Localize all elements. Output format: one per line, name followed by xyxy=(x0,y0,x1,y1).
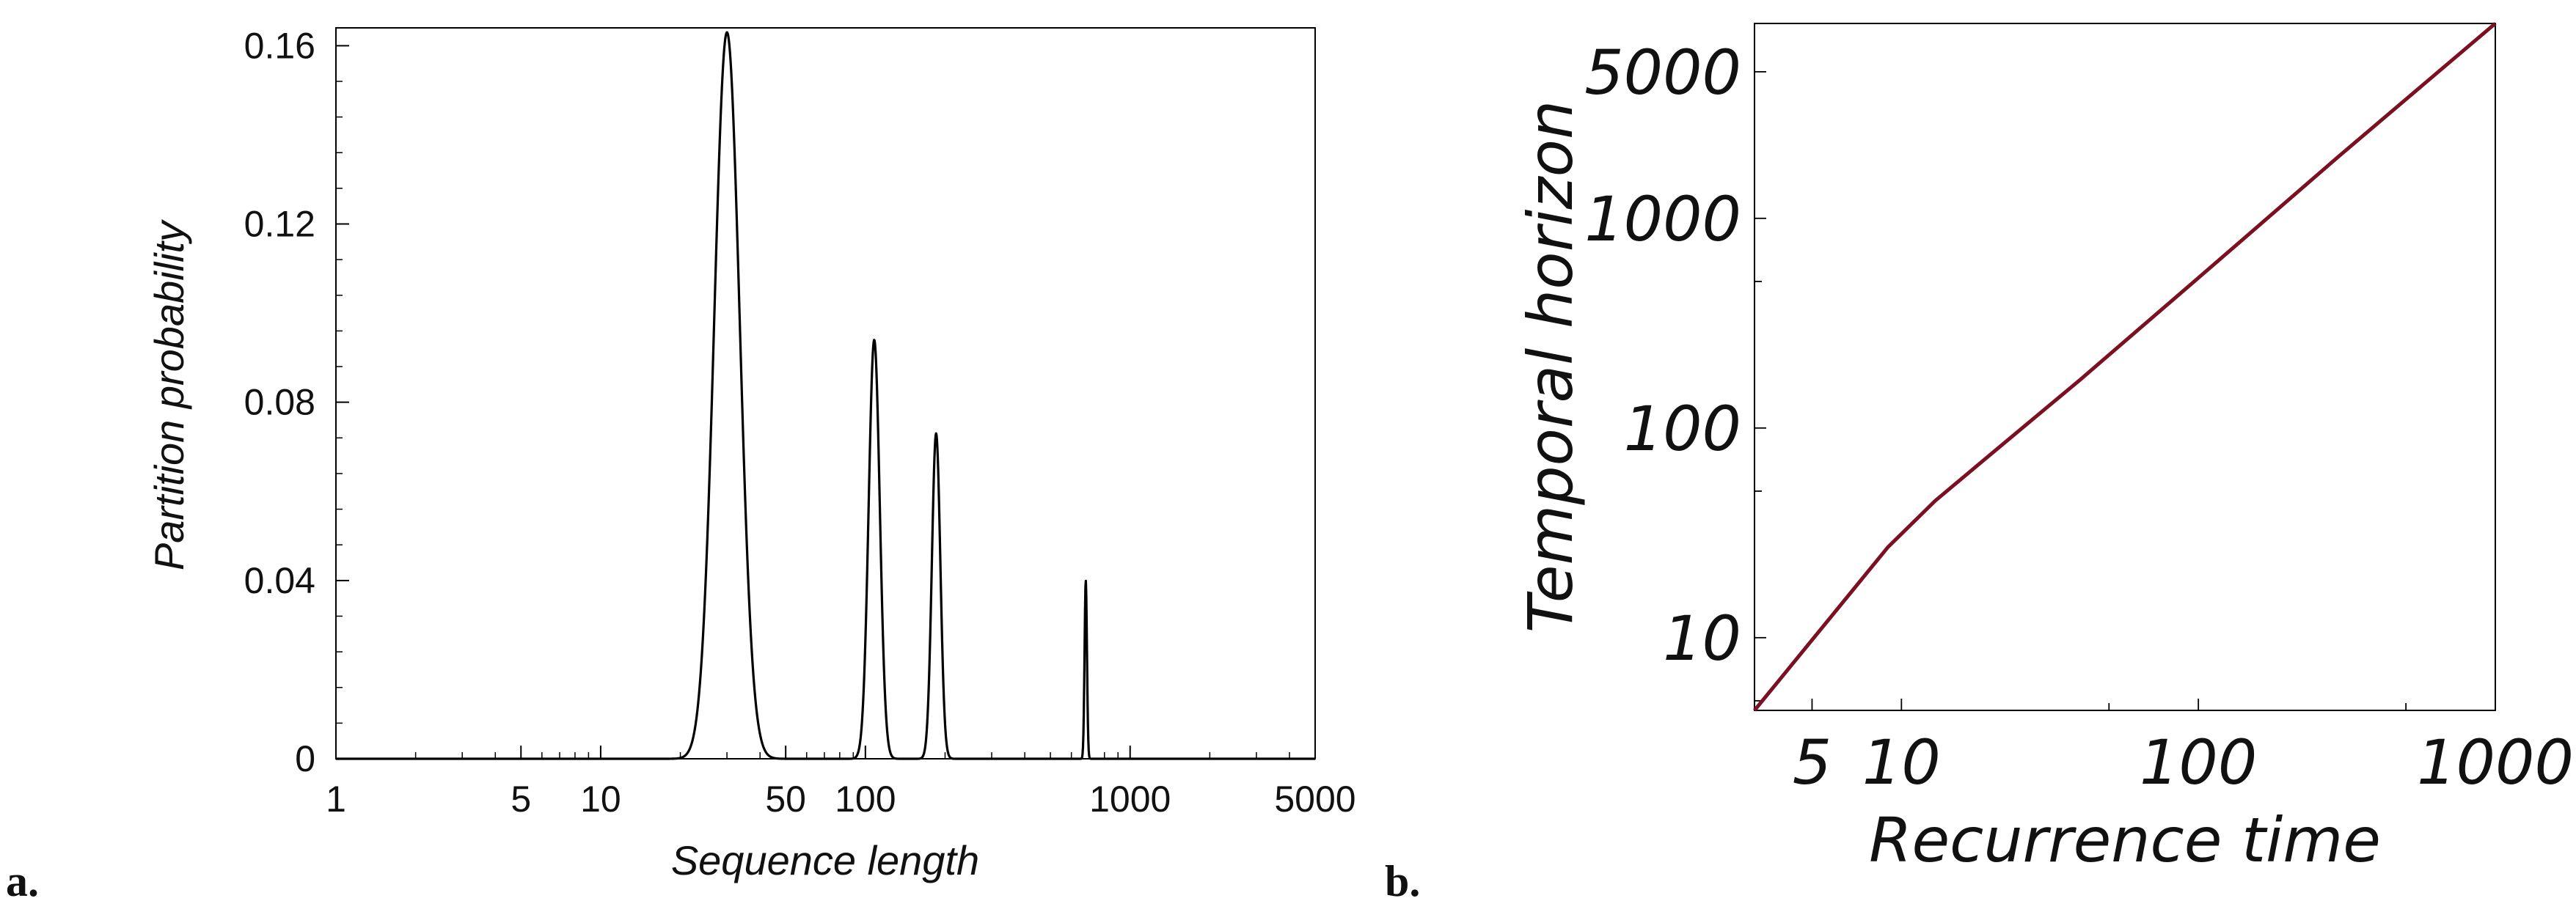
x-tick-label: 1 xyxy=(326,779,346,820)
y-tick-label: 10 xyxy=(1663,603,1741,674)
plot-frame xyxy=(1754,23,2496,711)
tick-group: 5 10 100 1000 10 100 1000 5000 xyxy=(1584,37,2574,798)
plot-frame xyxy=(335,27,1316,760)
panel-label-a: a. xyxy=(6,857,39,905)
partition-probability-chart: 1 5 10 50 100 1000 5000 0 0.04 0.08 0.12 0.16 Seque… xyxy=(6,25,1356,905)
x-axis-label: Sequence length xyxy=(671,837,979,883)
y-tick-label: 100 xyxy=(1624,393,1741,465)
horizon-curve xyxy=(1753,22,2497,712)
x-tick-label: 100 xyxy=(2140,727,2257,798)
x-axis-label: Recurrence time xyxy=(1869,804,2381,876)
y-tick-label: 0.12 xyxy=(244,203,315,244)
x-tick-label: 100 xyxy=(835,779,896,820)
x-tick-label: 5000 xyxy=(1274,779,1355,820)
x-tick-label: 5 xyxy=(511,779,531,820)
x-tick-label: 10 xyxy=(580,779,621,820)
y-tick-label: 1000 xyxy=(1584,183,1741,255)
y-axis-label: Partition probability xyxy=(146,219,192,570)
y-axis-label: Temporal horizon xyxy=(1515,100,1587,633)
x-tick-label: 1000 xyxy=(2417,727,2574,798)
x-tick-label: 5 xyxy=(1793,727,1832,798)
panel-label-b: b. xyxy=(1385,857,1420,905)
tick-group: 1 5 10 50 100 1000 5000 0 0.04 0.08 0.12 0.16 xyxy=(244,25,1356,820)
x-tick-label: 10 xyxy=(1862,727,1941,798)
y-tick-label: 0 xyxy=(295,738,315,779)
y-tick-label: 0.04 xyxy=(244,560,315,601)
x-tick-label: 1000 xyxy=(1089,779,1171,820)
probability-curve xyxy=(334,31,1317,760)
y-tick-label: 5000 xyxy=(1584,37,1741,109)
x-tick-label: 50 xyxy=(765,779,806,820)
y-tick-label: 0.16 xyxy=(244,25,315,66)
y-tick-label: 0.08 xyxy=(244,382,315,423)
